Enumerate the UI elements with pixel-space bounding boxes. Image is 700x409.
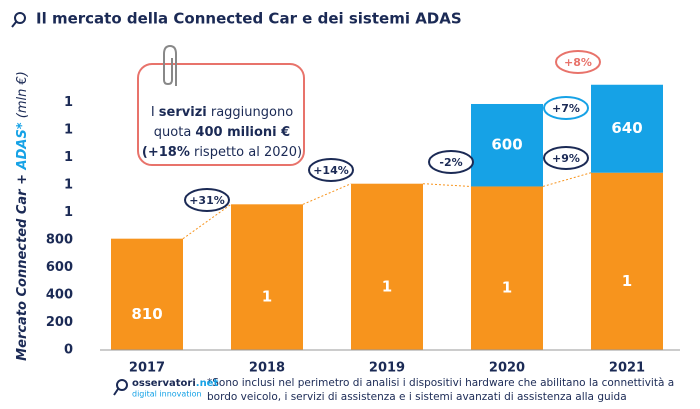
growth-label: +8% bbox=[564, 56, 592, 69]
footnote: bordo veicolo, i servizi di assistenza e… bbox=[207, 391, 627, 403]
logo-icon bbox=[113, 379, 128, 396]
data-label: 1 bbox=[382, 277, 392, 295]
y-tick-label: 1 bbox=[64, 95, 73, 110]
growth-label: +9% bbox=[552, 152, 580, 165]
x-tick-label: 2017 bbox=[129, 361, 165, 376]
y-tick-label: 1 bbox=[64, 150, 73, 165]
connector bbox=[302, 183, 352, 205]
y-axis-label: Mercato Connected Car + ADAS* (mln €) bbox=[15, 71, 30, 361]
callout-part: rispetto al 2020) bbox=[190, 145, 302, 160]
data-label: 1 bbox=[262, 288, 272, 306]
y-tick-label: 200 bbox=[46, 315, 73, 330]
connector bbox=[422, 183, 472, 187]
chart-title: Il mercato della Connected Car e dei sis… bbox=[36, 10, 462, 28]
y-axis-label-part: (mln €) bbox=[15, 71, 30, 122]
bar bbox=[471, 103, 543, 187]
growth-badge bbox=[428, 150, 474, 174]
growth-label: -2% bbox=[439, 156, 462, 169]
data-label: 640 bbox=[611, 119, 642, 137]
connector bbox=[542, 172, 592, 187]
bar bbox=[111, 238, 183, 350]
paperclip bbox=[163, 44, 177, 86]
footnote: *Sono inclusi nel perimetro di analisi i… bbox=[207, 377, 674, 389]
growth-badge bbox=[308, 158, 354, 182]
y-tick-label: 800 bbox=[46, 233, 73, 248]
callout-box bbox=[137, 63, 305, 166]
connector bbox=[182, 203, 232, 240]
callout-part: I bbox=[151, 105, 159, 120]
bar bbox=[231, 204, 303, 350]
callout-text: (+18% rispetto al 2020) bbox=[142, 145, 302, 160]
logo-part: osservatori bbox=[132, 378, 196, 389]
data-label: 600 bbox=[491, 136, 522, 154]
logo-subtext: digital innovation bbox=[132, 390, 202, 399]
data-label: 810 bbox=[131, 305, 162, 323]
callout-text: I servizi raggiungono bbox=[151, 105, 293, 120]
y-axis-label-part: ADAS* bbox=[15, 122, 30, 170]
y-tick-label: 600 bbox=[46, 260, 73, 275]
growth-label: +7% bbox=[552, 102, 580, 115]
callout-part: raggiungono bbox=[207, 105, 293, 120]
y-tick-label: 1 bbox=[64, 123, 73, 138]
growth-badge bbox=[543, 146, 589, 170]
callout-part: 400 milioni € bbox=[195, 125, 290, 140]
x-tick-label: 2021 bbox=[609, 361, 645, 376]
y-axis-label-part: Mercato Connected Car + bbox=[15, 169, 30, 360]
bar bbox=[591, 172, 663, 350]
callout-text: quota 400 milioni € bbox=[154, 125, 290, 140]
y-tick-label: 1 bbox=[64, 205, 73, 220]
bar bbox=[591, 84, 663, 173]
growth-label: +31% bbox=[189, 194, 225, 207]
y-tick-label: 400 bbox=[46, 288, 73, 303]
y-tick-label: 1 bbox=[64, 178, 73, 193]
callout-part: (+18% bbox=[142, 145, 190, 160]
callout-part: quota bbox=[154, 125, 196, 140]
callout-part: servizi bbox=[159, 105, 207, 120]
data-label: 1 bbox=[622, 272, 632, 290]
y-tick-label: 0 bbox=[64, 343, 73, 358]
growth-badge bbox=[555, 50, 601, 74]
data-label: 1 bbox=[502, 279, 512, 297]
bar bbox=[351, 183, 423, 350]
x-tick-label: 2019 bbox=[369, 361, 405, 376]
growth-badge bbox=[543, 96, 589, 120]
growth-label: +14% bbox=[313, 164, 349, 177]
growth-badge bbox=[184, 188, 230, 212]
x-tick-label: 2018 bbox=[249, 361, 285, 376]
x-tick-label: 2020 bbox=[489, 361, 525, 376]
logo-text: osservatori.net bbox=[132, 378, 218, 389]
title-icon bbox=[11, 12, 26, 28]
bar bbox=[471, 186, 543, 350]
logo-part: .net bbox=[196, 378, 219, 389]
